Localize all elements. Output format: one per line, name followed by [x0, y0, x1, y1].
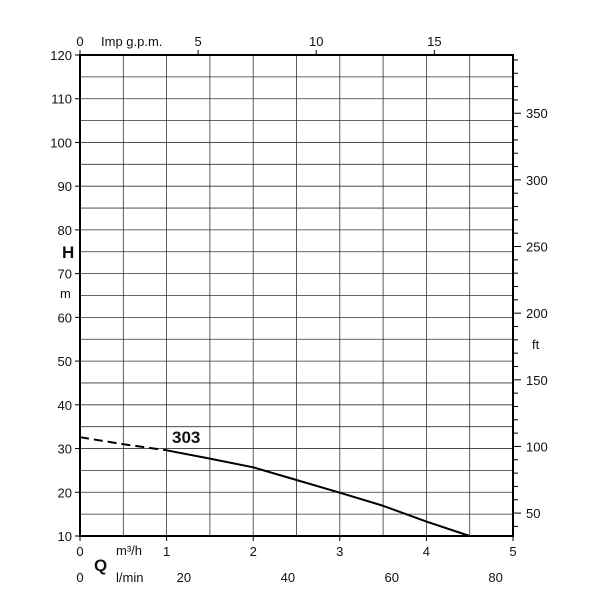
- x-tick-label: 5: [509, 544, 516, 559]
- y-tick-label: 100: [50, 135, 72, 150]
- ft-tick-label: 300: [526, 173, 548, 188]
- lmin-tick-label: 40: [281, 570, 295, 585]
- ft-tick-label: 50: [526, 506, 540, 521]
- y-tick-label: 80: [58, 223, 72, 238]
- ft-tick-label: 100: [526, 439, 548, 454]
- top-tick-label: 10: [309, 34, 323, 49]
- top-tick-label: 0: [76, 34, 83, 49]
- top-axis-unit: Imp g.p.m.: [101, 34, 162, 49]
- curve-303: [166, 449, 471, 537]
- ft-tick-label: 350: [526, 106, 548, 121]
- lmin-tick-label: 80: [488, 570, 502, 585]
- y-tick-label: 10: [58, 529, 72, 544]
- ft-tick-label: 150: [526, 373, 548, 388]
- curve-layer: [79, 436, 471, 537]
- y-tick-label: 110: [51, 92, 72, 107]
- grid-layer: [80, 55, 513, 536]
- x-tick-label: 0: [76, 544, 83, 559]
- y-tick-label: 60: [58, 310, 72, 325]
- y-tick-label: 30: [58, 442, 72, 457]
- q-label: Q: [94, 556, 107, 575]
- y-tick-label: 20: [58, 485, 72, 500]
- y-tick-label: 120: [50, 48, 72, 63]
- y-tick-label: 90: [58, 179, 72, 194]
- x-tick-label: 4: [423, 544, 430, 559]
- y-tick-label: 50: [58, 354, 72, 369]
- y-axis-unit: m: [60, 286, 71, 301]
- top-tick-label: 5: [194, 34, 201, 49]
- x-tick-label: 1: [163, 544, 170, 559]
- y-tick-label: 40: [58, 398, 72, 413]
- plot-frame: [79, 54, 514, 537]
- ft-tick-label: 200: [526, 306, 548, 321]
- ft-axis-unit: ft: [532, 337, 540, 352]
- x-axis-unit: m³/h: [116, 543, 142, 558]
- lmin-axis-unit: l/min: [116, 570, 143, 585]
- x-tick-label: 3: [336, 544, 343, 559]
- lmin-tick-label: 0: [76, 570, 83, 585]
- x-tick-label: 2: [250, 544, 257, 559]
- y-axis-label: H: [62, 243, 74, 262]
- ft-tick-label: 250: [526, 240, 548, 255]
- series-label-303: 303: [172, 428, 200, 447]
- top-tick-label: 15: [427, 34, 441, 49]
- y-tick-label: 70: [58, 267, 72, 282]
- lmin-tick-label: 20: [177, 570, 191, 585]
- curve-303-extrapolated: [79, 436, 167, 452]
- lmin-tick-label: 60: [385, 570, 399, 585]
